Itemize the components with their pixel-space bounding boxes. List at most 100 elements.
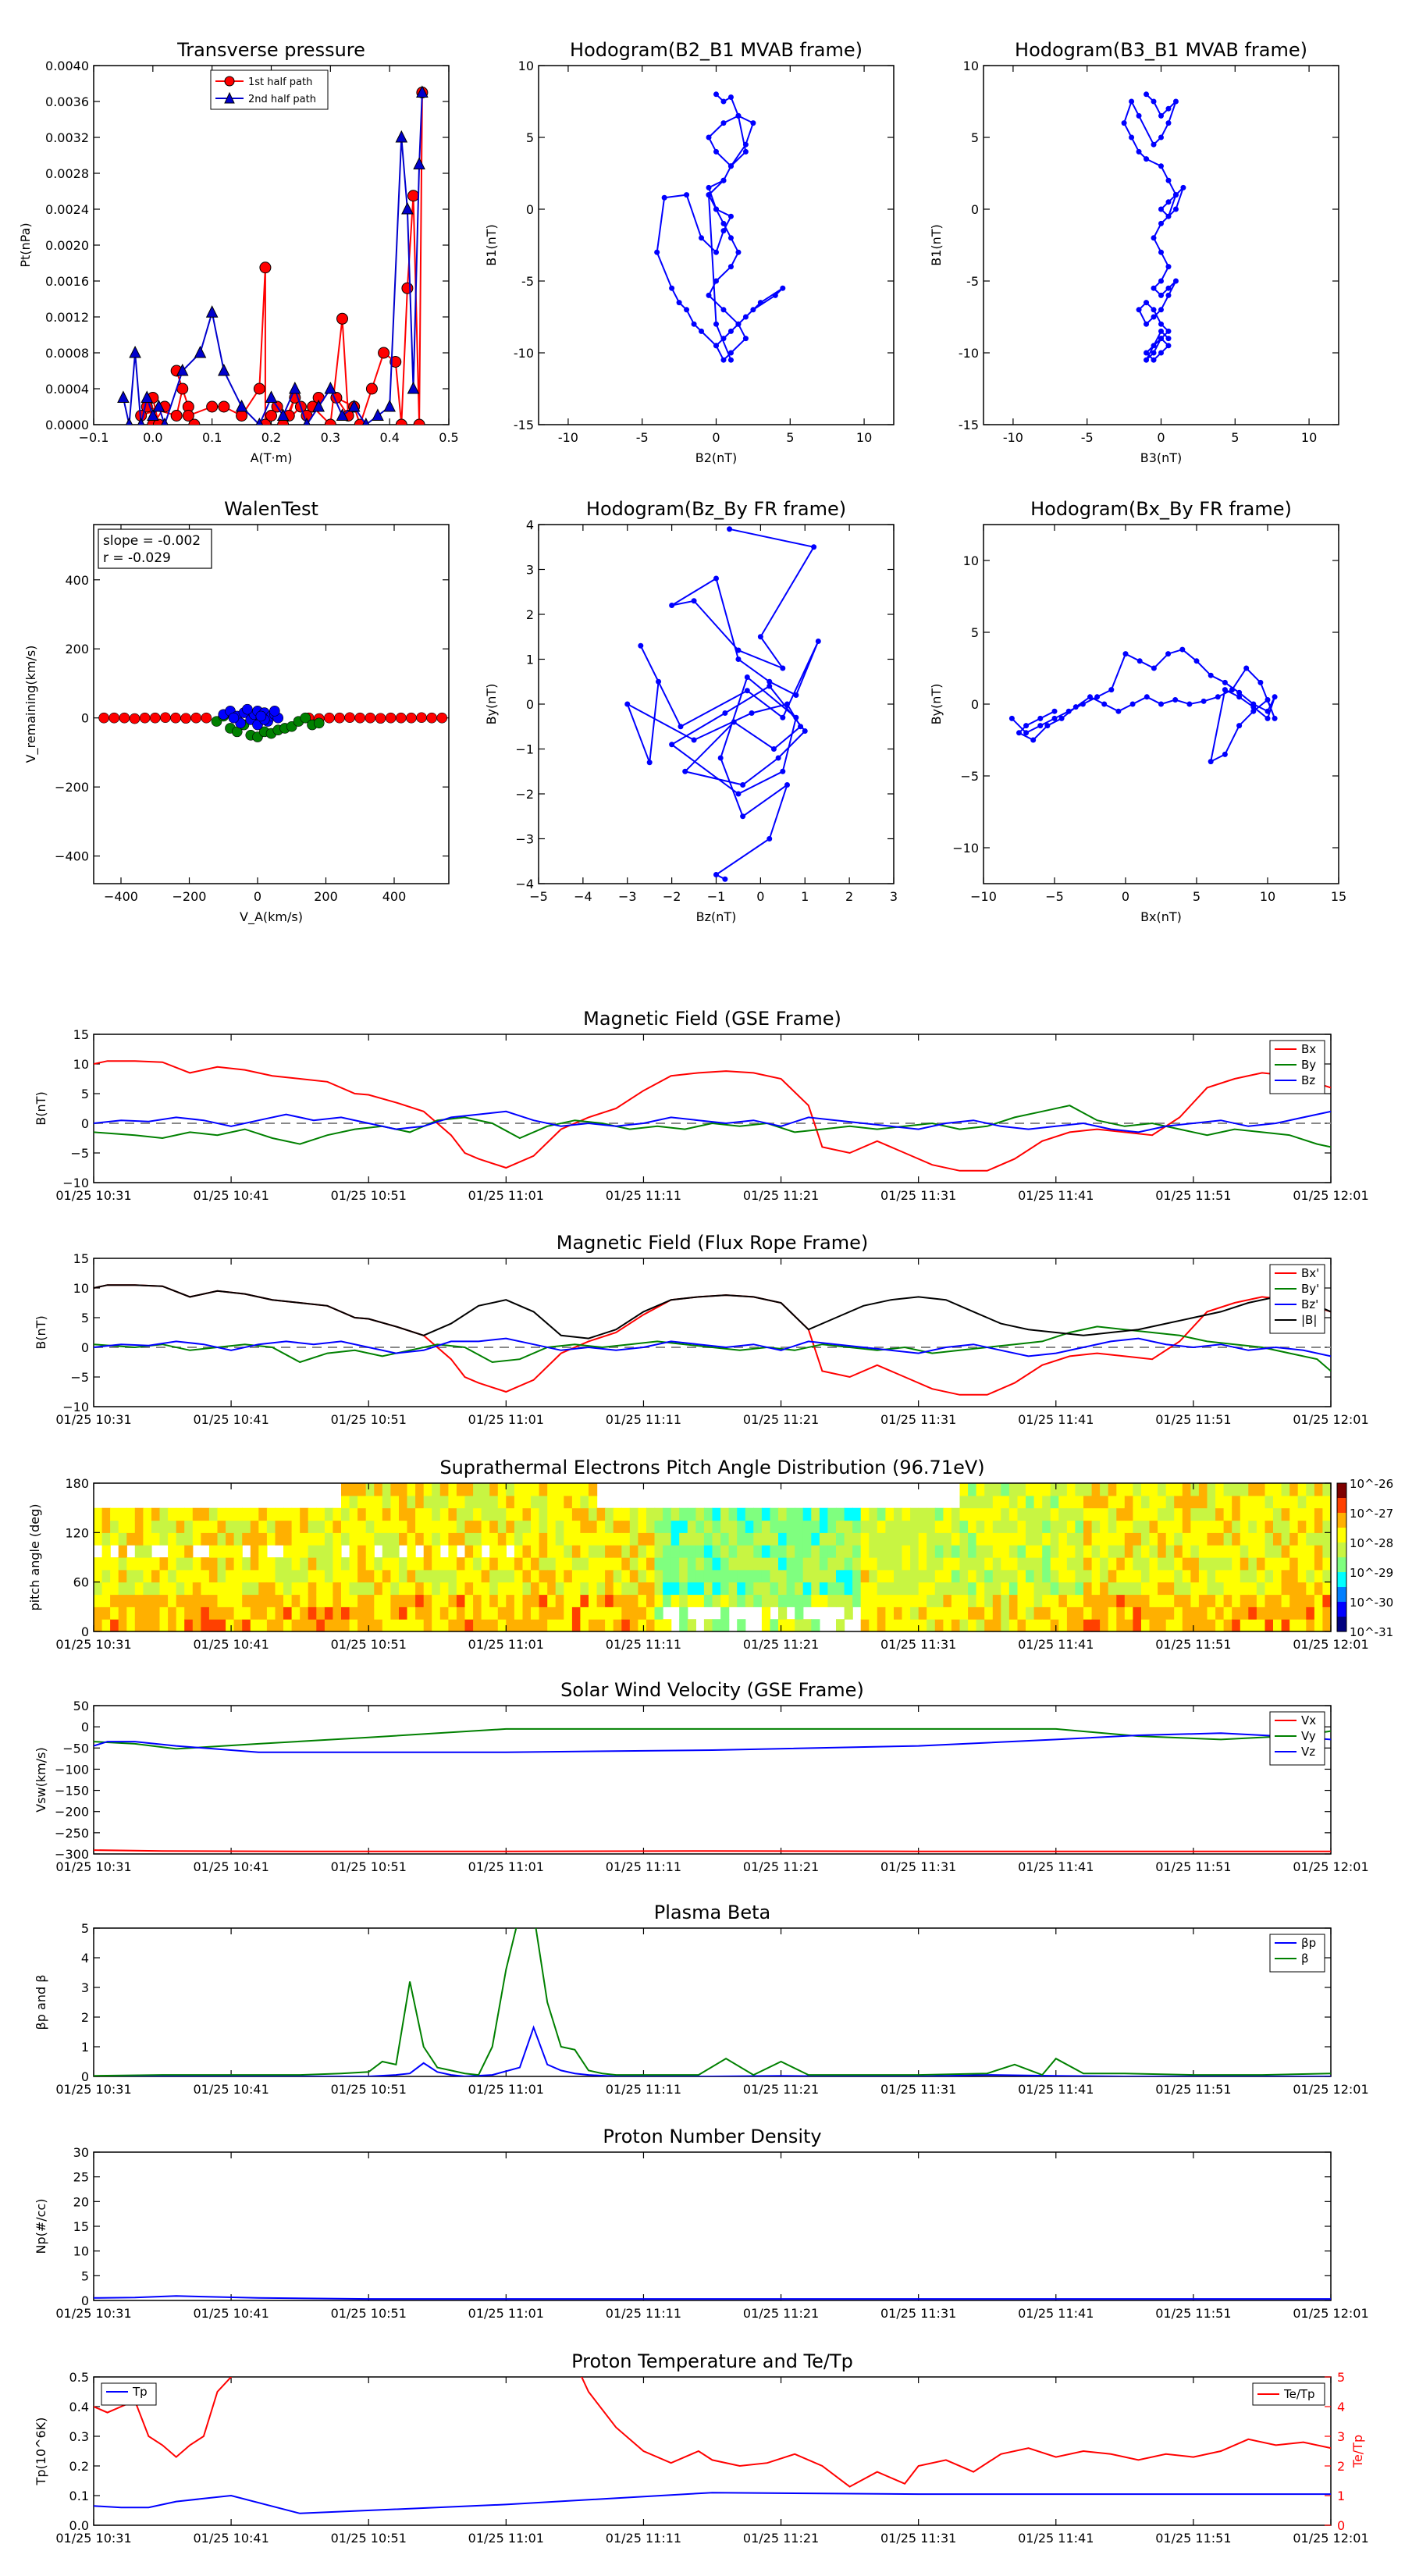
heatmap-cell xyxy=(613,1594,622,1607)
x-tick-label: 01/25 11:01 xyxy=(468,1188,544,1203)
heatmap-cell xyxy=(250,1606,259,1620)
heatmap-cell xyxy=(201,1507,210,1521)
y-axis-label: V_remaining(km/s) xyxy=(23,646,39,763)
heatmap-cell xyxy=(365,1507,375,1521)
heatmap-cell xyxy=(596,1606,606,1620)
heatmap-cell xyxy=(399,1619,408,1632)
heatmap-cell xyxy=(1248,1545,1257,1558)
x-tick-label: 01/25 11:11 xyxy=(606,2531,681,2546)
heatmap-cell xyxy=(423,1582,432,1596)
heatmap-cell xyxy=(827,1557,837,1571)
heatmap-cell xyxy=(927,1569,936,1583)
heatmap-cell xyxy=(1174,1582,1183,1596)
heatmap-cell xyxy=(1289,1582,1299,1596)
heatmap-cell xyxy=(877,1606,886,1620)
heatmap-cell xyxy=(118,1569,127,1583)
heatmap-cell xyxy=(456,1532,466,1546)
heatmap-cell xyxy=(654,1507,663,1521)
y-tick-label: 10 xyxy=(73,1057,89,1072)
data-point xyxy=(1257,679,1264,685)
x-tick-label: −400 xyxy=(104,889,138,904)
x-tick-label: 200 xyxy=(314,889,338,904)
heatmap-cell xyxy=(134,1606,144,1620)
heatmap-cell xyxy=(596,1619,606,1632)
heatmap-cell xyxy=(1158,1507,1167,1521)
heatmap-cell xyxy=(580,1569,589,1583)
data-point xyxy=(98,712,109,724)
heatmap-cell xyxy=(596,1569,606,1583)
x-tick-label: 01/25 12:01 xyxy=(1293,1859,1368,1874)
heatmap-cell xyxy=(217,1569,226,1583)
heatmap-cell xyxy=(555,1507,564,1521)
heatmap-cell xyxy=(1264,1582,1274,1596)
plot-frame xyxy=(93,1927,1332,2077)
heatmap-cell xyxy=(1314,1619,1324,1632)
heatmap-cell xyxy=(564,1545,573,1558)
y-tick-label: 15 xyxy=(73,1251,89,1266)
series-line xyxy=(94,1110,1331,1133)
heatmap-cell xyxy=(1133,1532,1142,1546)
data-point xyxy=(706,192,712,198)
heatmap-cell xyxy=(168,1557,177,1571)
heatmap-cell xyxy=(151,1569,161,1583)
data-point xyxy=(312,399,325,412)
heatmap-cell xyxy=(1083,1594,1093,1607)
heatmap-cell xyxy=(1289,1594,1299,1607)
plot-area xyxy=(94,1284,1331,1396)
x-tick-label: 01/25 11:51 xyxy=(1155,2531,1231,2546)
heatmap-cell xyxy=(910,1507,919,1521)
data-point xyxy=(1158,112,1164,119)
heatmap-cell xyxy=(448,1557,457,1571)
heatmap-cell xyxy=(720,1619,730,1632)
y-tick-label: 5 xyxy=(971,130,979,145)
heatmap-cell xyxy=(1050,1619,1059,1632)
heatmap-cell xyxy=(1198,1594,1208,1607)
heatmap-cell xyxy=(1100,1545,1109,1558)
heatmap-cell xyxy=(1289,1507,1299,1521)
data-point xyxy=(749,710,755,716)
heatmap-cell xyxy=(184,1569,194,1583)
heatmap-cell xyxy=(374,1532,383,1546)
x-tick-label: 01/25 11:11 xyxy=(606,1859,681,1874)
data-point xyxy=(735,321,742,327)
heatmap-cell xyxy=(860,1619,870,1632)
heatmap-cell xyxy=(1248,1507,1257,1521)
heatmap-cell xyxy=(349,1507,358,1521)
heatmap-cell xyxy=(365,1520,375,1533)
heatmap-cell xyxy=(902,1532,911,1546)
heatmap-cell xyxy=(1075,1483,1084,1496)
x-tick-label: 01/25 11:31 xyxy=(880,1412,956,1427)
y-tick-label: 0 xyxy=(81,2069,89,2084)
colorbar-segment xyxy=(1337,1579,1346,1584)
heatmap-cell xyxy=(786,1619,795,1632)
heatmap-cell xyxy=(1108,1545,1117,1558)
data-point xyxy=(780,714,786,720)
heatmap-cell xyxy=(349,1569,358,1583)
heatmap-cell xyxy=(233,1569,243,1583)
heatmap-cell xyxy=(233,1619,243,1632)
heatmap-cell xyxy=(415,1495,425,1509)
y-axis-label: Np(#/cc) xyxy=(34,2199,48,2254)
heatmap-cell xyxy=(951,1582,961,1596)
data-point xyxy=(1250,708,1257,714)
heatmap-cell xyxy=(1256,1569,1266,1583)
heatmap-cell xyxy=(918,1545,927,1558)
heatmap-cell xyxy=(663,1545,672,1558)
plot-area xyxy=(98,703,448,742)
heatmap-cell xyxy=(786,1545,795,1558)
heatmap-cell xyxy=(275,1507,284,1521)
heatmap-cell xyxy=(1149,1495,1158,1509)
heatmap-cell xyxy=(596,1520,606,1533)
heatmap-cell xyxy=(233,1507,243,1521)
data-point xyxy=(255,417,263,425)
data-point xyxy=(815,639,821,644)
data-point xyxy=(1172,696,1179,703)
heatmap-cell xyxy=(836,1545,845,1558)
heatmap-cell xyxy=(316,1557,325,1571)
heatmap-cell xyxy=(151,1606,161,1620)
heatmap-cell xyxy=(720,1606,730,1620)
heatmap-cell xyxy=(1256,1483,1266,1496)
heatmap-cell xyxy=(497,1532,507,1546)
heatmap-cell xyxy=(448,1545,457,1558)
heatmap-cell xyxy=(819,1532,829,1546)
